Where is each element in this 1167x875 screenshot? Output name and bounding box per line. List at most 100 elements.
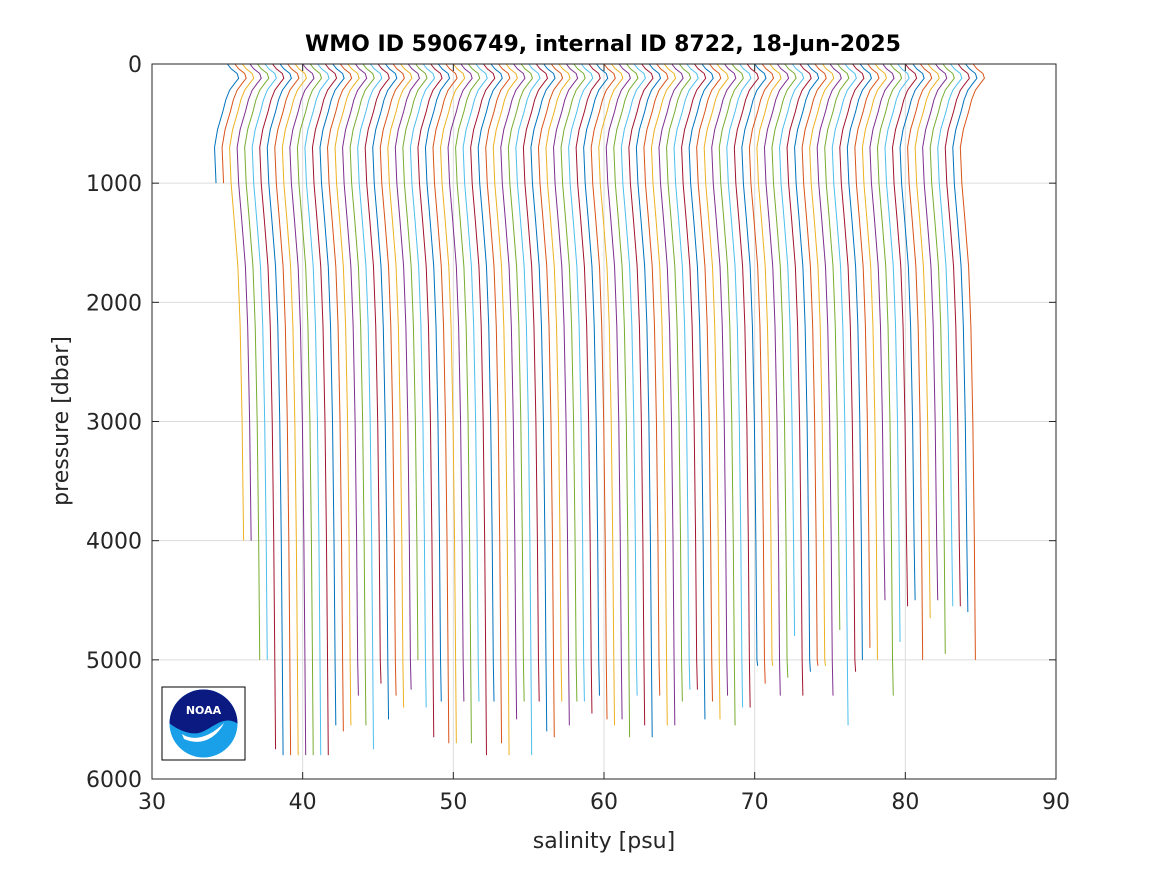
y-tick-label: 5000 xyxy=(86,649,142,674)
profile-line xyxy=(485,63,511,744)
profile-line xyxy=(613,63,639,738)
profile-line xyxy=(244,63,270,660)
profile-line xyxy=(628,63,654,726)
profile-line xyxy=(296,63,323,756)
profile-line xyxy=(470,63,496,756)
profile-line xyxy=(402,63,428,660)
profile-line xyxy=(809,63,835,666)
profile-line xyxy=(432,63,458,744)
logo-gull-icon xyxy=(182,723,224,742)
profile-line xyxy=(440,63,466,744)
profile-line xyxy=(251,63,277,660)
profile-line xyxy=(462,63,488,702)
x-tick-label: 50 xyxy=(439,790,467,815)
profile-line xyxy=(311,63,338,756)
profile-line xyxy=(553,63,579,726)
profile-line xyxy=(726,63,752,708)
profile-line xyxy=(327,63,353,732)
profile-line xyxy=(892,63,918,607)
profile-line xyxy=(854,63,880,648)
profile-line xyxy=(711,63,737,696)
profile-line xyxy=(349,63,375,726)
profile-line xyxy=(500,63,526,720)
plot-area xyxy=(151,63,1057,780)
y-tick-label: 6000 xyxy=(86,768,142,793)
profile-line xyxy=(861,63,888,660)
profile-line xyxy=(884,63,910,642)
profile-line xyxy=(560,63,586,702)
profile-line xyxy=(274,63,300,756)
profile-line xyxy=(688,63,714,720)
profile-line xyxy=(583,63,609,696)
x-tick-label: 80 xyxy=(891,790,919,815)
profile-line xyxy=(417,63,443,738)
profile-line xyxy=(590,63,616,720)
profile-line xyxy=(620,63,646,696)
profile-line xyxy=(718,63,744,726)
profile-line xyxy=(342,63,368,696)
profile-line xyxy=(907,63,933,660)
profile-line xyxy=(334,63,360,726)
ticks-layer xyxy=(151,63,1057,780)
profile-line xyxy=(937,63,963,607)
y-tick-label: 0 xyxy=(128,53,142,78)
profile-line xyxy=(666,63,692,702)
profile-line xyxy=(455,63,481,744)
profile-line xyxy=(394,63,420,690)
profile-line xyxy=(357,63,383,750)
profile-line xyxy=(801,63,827,666)
profile-line xyxy=(763,63,790,696)
profile-line xyxy=(899,63,925,601)
profile-line xyxy=(424,63,451,702)
profile-line xyxy=(658,63,684,726)
profile-line xyxy=(477,63,503,702)
profile-line xyxy=(409,63,436,708)
profile-line xyxy=(922,63,948,601)
noaa-logo: NOAA xyxy=(161,686,246,761)
y-tick-label: 3000 xyxy=(86,411,142,436)
profile-line xyxy=(537,63,564,738)
profile-line xyxy=(681,63,707,690)
profile-line xyxy=(959,63,985,660)
profile-line xyxy=(568,63,594,702)
x-tick-labels: 30 40 50 60 70 80 90 xyxy=(138,790,1070,815)
profile-line xyxy=(635,63,662,738)
profile-line xyxy=(319,63,345,726)
profile-line xyxy=(824,63,850,631)
profile-line xyxy=(846,63,872,660)
profile-line xyxy=(869,63,895,601)
profile-line xyxy=(771,63,797,678)
profile-line xyxy=(229,63,255,541)
profile-line xyxy=(545,63,571,702)
profile-line xyxy=(214,63,240,184)
profile-line xyxy=(876,63,903,696)
profile-line xyxy=(507,63,533,702)
profile-line xyxy=(221,63,247,184)
profile-line xyxy=(741,63,767,666)
profile-line xyxy=(944,63,970,607)
y-tick-label: 1000 xyxy=(86,172,142,197)
profile-line xyxy=(756,63,782,666)
profiles-layer xyxy=(214,63,985,756)
profile-line xyxy=(598,63,624,726)
x-tick-label: 40 xyxy=(289,790,317,815)
y-tick-labels: 0 1000 2000 3000 4000 5000 6000 xyxy=(86,53,142,793)
chart-title: WMO ID 5906749, internal ID 8722, 18-Jun… xyxy=(305,32,901,57)
y-tick-label: 4000 xyxy=(86,530,142,555)
profile-line xyxy=(673,63,699,690)
profile-line xyxy=(839,63,865,672)
profile-line xyxy=(779,63,805,637)
profile-line xyxy=(643,63,669,696)
profile-line xyxy=(786,63,812,696)
profile-line xyxy=(515,63,541,756)
profile-line xyxy=(650,63,677,726)
x-tick-label: 70 xyxy=(741,790,769,815)
profile-line xyxy=(304,63,330,756)
profile-line xyxy=(748,63,775,684)
y-tick-label: 2000 xyxy=(86,291,142,316)
logo-top-arc-icon xyxy=(169,689,238,734)
logo-wordmark: NOAA xyxy=(186,704,222,717)
profile-line xyxy=(952,63,978,613)
profile-line xyxy=(703,63,729,720)
